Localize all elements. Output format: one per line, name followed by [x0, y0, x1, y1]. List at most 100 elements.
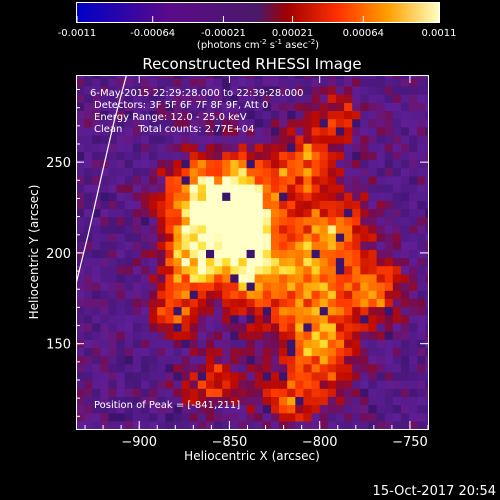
heatmap-cell: [392, 298, 402, 308]
heatmap-cell: [116, 355, 126, 365]
heatmap-cell: [400, 183, 410, 193]
heatmap-cell: [287, 183, 296, 193]
heatmap-cell: [100, 363, 110, 373]
heatmap-cell: [132, 94, 142, 103]
heatmap-cell: [108, 151, 118, 160]
heatmap-cell: [230, 208, 239, 218]
heatmap-cell: [368, 404, 378, 414]
heatmap-cell: [311, 167, 321, 177]
heatmap-cell: [92, 249, 101, 259]
heatmap-cell: [165, 420, 175, 429]
heatmap-cell: [279, 290, 288, 299]
heatmap-cell: [295, 282, 304, 291]
heatmap-cell: [124, 167, 134, 177]
heatmap-cell: [197, 167, 207, 177]
heatmap-cell: [246, 404, 256, 414]
heatmap-cell: [287, 249, 296, 259]
heatmap-cell: [222, 371, 231, 381]
heatmap-cell: [214, 396, 223, 406]
heatmap-cell: [287, 224, 296, 234]
heatmap-cell: [254, 412, 264, 422]
heatmap-cell: [84, 94, 93, 103]
heatmap-cell: [214, 412, 223, 422]
heatmap-cell: [157, 216, 166, 226]
heatmap-cell: [368, 151, 378, 160]
heatmap-cell: [165, 192, 175, 201]
heatmap-cell: [92, 94, 101, 103]
heatmap-cell: [149, 241, 158, 250]
heatmap-cell: [76, 224, 85, 234]
heatmap-cell: [352, 298, 361, 308]
heatmap-cell: [376, 216, 386, 226]
heatmap-cell: [100, 85, 110, 95]
heatmap-cell: [222, 339, 231, 348]
heatmap-cell: [409, 192, 418, 201]
heatmap-cell: [344, 290, 353, 299]
heatmap-cell: [165, 363, 175, 373]
heatmap-cell: [254, 355, 264, 365]
heatmap-cell: [116, 347, 126, 357]
heatmap-cell: [238, 232, 248, 242]
heatmap-cell: [392, 110, 402, 120]
heatmap-cell: [100, 298, 110, 308]
heatmap-cell: [157, 298, 166, 308]
heatmap-cell: [165, 134, 175, 144]
heatmap-cell: [116, 77, 126, 87]
heatmap-cell: [368, 314, 378, 324]
heatmap-cell: [84, 183, 93, 193]
heatmap-cell: [189, 339, 199, 348]
heatmap-cell: [425, 306, 428, 316]
heatmap-cell: [303, 94, 313, 103]
heatmap-cell: [76, 118, 85, 128]
heatmap-cell: [108, 290, 118, 299]
heatmap-cell: [238, 290, 248, 299]
heatmap-cell: [141, 232, 150, 242]
heatmap-cell: [425, 183, 428, 193]
heatmap-cell: [197, 412, 207, 422]
heatmap-cell: [287, 118, 296, 128]
heatmap-cell: [327, 249, 337, 259]
heatmap-cell: [417, 273, 426, 283]
heatmap-cell: [368, 396, 378, 406]
heatmap-cell: [92, 265, 101, 275]
heatmap-cell: [214, 183, 223, 193]
heatmap-cell: [84, 322, 93, 332]
heatmap-cell: [76, 249, 85, 259]
heatmap-cell: [335, 192, 345, 201]
heatmap-cell: [100, 257, 110, 267]
heatmap-cell: [303, 314, 313, 324]
heatmap-cell: [165, 322, 175, 332]
heatmap-cell: [116, 75, 126, 79]
heatmap-cell: [157, 151, 166, 160]
info-time-range: 6-May-2015 22:29:28.000 to 22:39:28.000: [90, 88, 303, 99]
heatmap-cell: [262, 94, 272, 103]
heatmap-cell: [189, 347, 199, 357]
heatmap-cell: [173, 306, 183, 316]
heatmap-cell: [303, 396, 313, 406]
heatmap-cell: [238, 126, 248, 136]
heatmap-cell: [76, 388, 85, 397]
heatmap-cell: [303, 134, 313, 144]
y-axis-label: Heliocentric Y (arcsec): [27, 185, 41, 320]
heatmap-cell: [327, 75, 337, 79]
heatmap-cell: [344, 126, 353, 136]
heatmap-cell: [238, 102, 248, 111]
heatmap-cell: [400, 77, 410, 87]
y-tick-label: 250: [46, 156, 71, 171]
heatmap-cell: [238, 249, 248, 259]
heatmap-cell: [271, 232, 280, 242]
heatmap-cell: [76, 75, 85, 79]
heatmap-cell: [108, 94, 118, 103]
heatmap-cell: [384, 412, 394, 422]
heatmap-cell: [311, 159, 321, 169]
heatmap-cell: [206, 314, 215, 324]
heatmap-cell: [279, 404, 288, 414]
heatmap-cell: [92, 241, 101, 250]
heatmap-cell: [173, 298, 183, 308]
heatmap-cell: [84, 396, 93, 406]
heatmap-cell: [279, 249, 288, 259]
heatmap-cell: [254, 102, 264, 111]
heatmap-cell: [116, 388, 126, 397]
heatmap-cell: [287, 200, 296, 210]
heatmap-cell: [384, 175, 394, 185]
